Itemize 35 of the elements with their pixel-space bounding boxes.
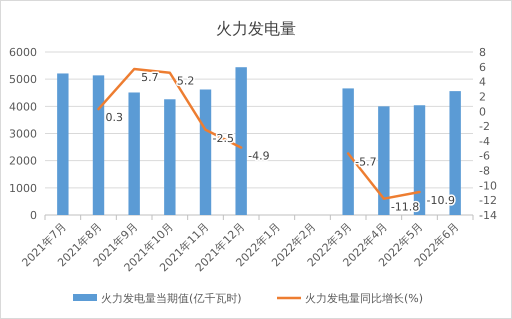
y2-tick-label: -14 xyxy=(479,209,497,222)
bar xyxy=(164,99,176,215)
y-tick-label: 5000 xyxy=(9,73,37,86)
bar xyxy=(128,92,140,215)
y2-tick-label: 4 xyxy=(479,76,486,89)
chart-title: 火力发电量 xyxy=(216,19,296,38)
y-tick-label: 4000 xyxy=(9,100,37,114)
y-tick-label: 2000 xyxy=(9,154,37,168)
y2-tick-label: 6 xyxy=(479,60,486,74)
y2-tick-label: 8 xyxy=(479,46,486,59)
bar xyxy=(235,67,247,215)
data-label: -4.9 xyxy=(248,150,270,163)
legend-label: 火力发电量同比增长(%) xyxy=(305,292,424,305)
bar xyxy=(342,88,354,215)
y-tick-label: 3000 xyxy=(9,128,37,140)
y2-tick-label: 0 xyxy=(479,105,486,118)
y2-tick-label: -12 xyxy=(479,194,497,208)
y2-tick-label: -4 xyxy=(479,134,490,148)
y2-tick-label: 2 xyxy=(479,90,486,104)
data-label: 5.2 xyxy=(176,74,194,88)
y-tick-label: 0 xyxy=(30,209,37,222)
bar xyxy=(378,106,390,215)
data-label: 5.7 xyxy=(141,71,159,84)
y-tick-label: 6000 xyxy=(9,46,37,59)
data-label: -5.7 xyxy=(355,156,377,169)
bar xyxy=(200,89,212,215)
legend-label: 火力发电量当期值(亿千瓦时) xyxy=(101,292,242,305)
bar xyxy=(92,75,104,215)
y2-tick-label: -8 xyxy=(479,164,490,178)
y2-tick-label: -10 xyxy=(479,179,497,192)
y2-tick-label: -6 xyxy=(479,150,490,163)
data-label: 0.3 xyxy=(106,111,123,124)
bar xyxy=(57,73,69,215)
y2-tick-label: -2 xyxy=(479,120,490,134)
y-tick-label: 1000 xyxy=(9,182,37,195)
